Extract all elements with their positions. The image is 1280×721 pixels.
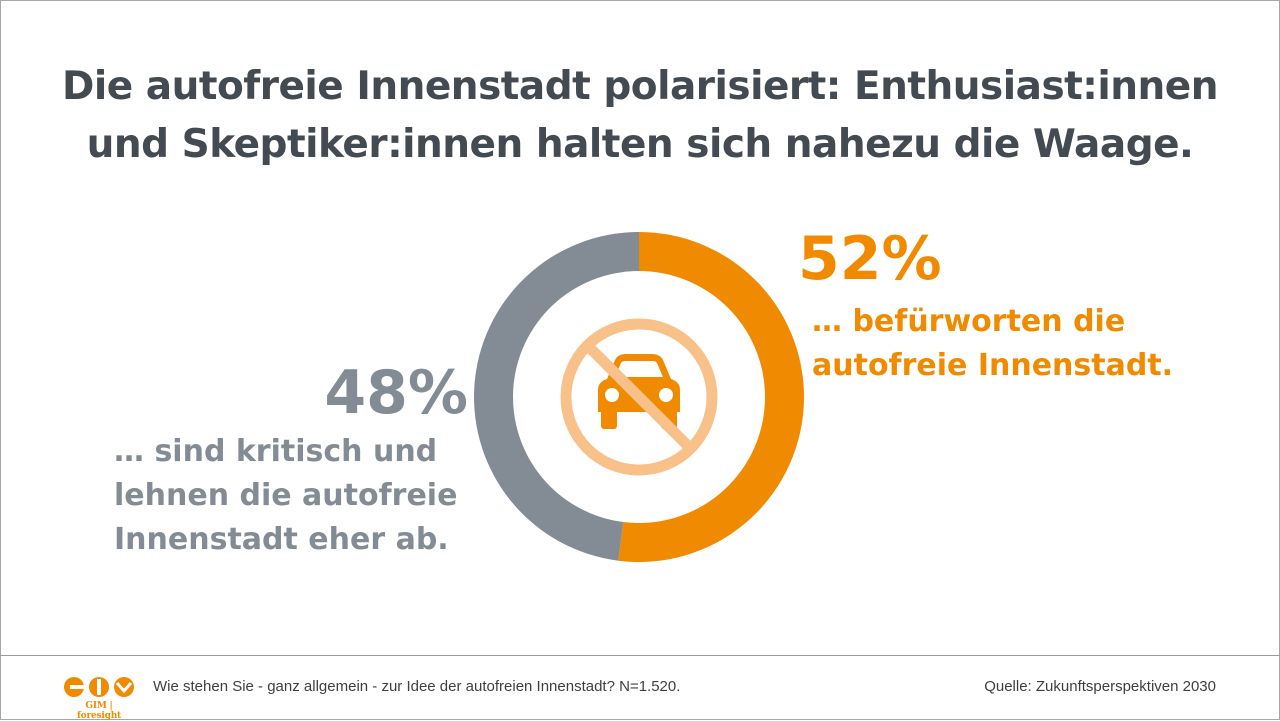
donut-slices — [474, 232, 804, 562]
gim-logo-icon — [64, 677, 134, 697]
critical-line-1: … sind kritisch und — [114, 434, 438, 469]
critical-description: … sind kritisch und lehnen die autofreie… — [114, 430, 457, 562]
title-line-1: Die autofreie Innenstadt polarisiert: En… — [61, 64, 1219, 109]
support-description: … befürworten die autofreie Innenstadt. — [812, 300, 1173, 388]
donut-slice-1 — [474, 232, 639, 561]
page-title: Die autofreie Innenstadt polarisiert: En… — [20, 58, 1260, 174]
footer-divider — [0, 655, 1280, 656]
no-car-icon — [560, 318, 718, 476]
critical-percentage: 48% — [324, 358, 468, 428]
support-line-1: … befürworten die — [812, 304, 1126, 339]
support-percentage: 52% — [798, 224, 942, 294]
title-line-2: und Skeptiker:innen halten sich nahezu d… — [86, 122, 1194, 167]
source-note: Quelle: Zukunftsperspektiven 2030 — [984, 678, 1216, 695]
support-line-2: autofreie Innenstadt. — [812, 348, 1174, 383]
donut-chart — [474, 232, 804, 562]
logo-text: GIM | foresight — [76, 701, 122, 721]
donut-slice-0 — [618, 232, 804, 562]
critical-line-2: lehnen die autofreie — [114, 478, 458, 513]
survey-question: Wie stehen Sie - ganz allgemein - zur Id… — [153, 678, 681, 695]
critical-line-3: Innenstadt eher ab. — [114, 522, 449, 557]
